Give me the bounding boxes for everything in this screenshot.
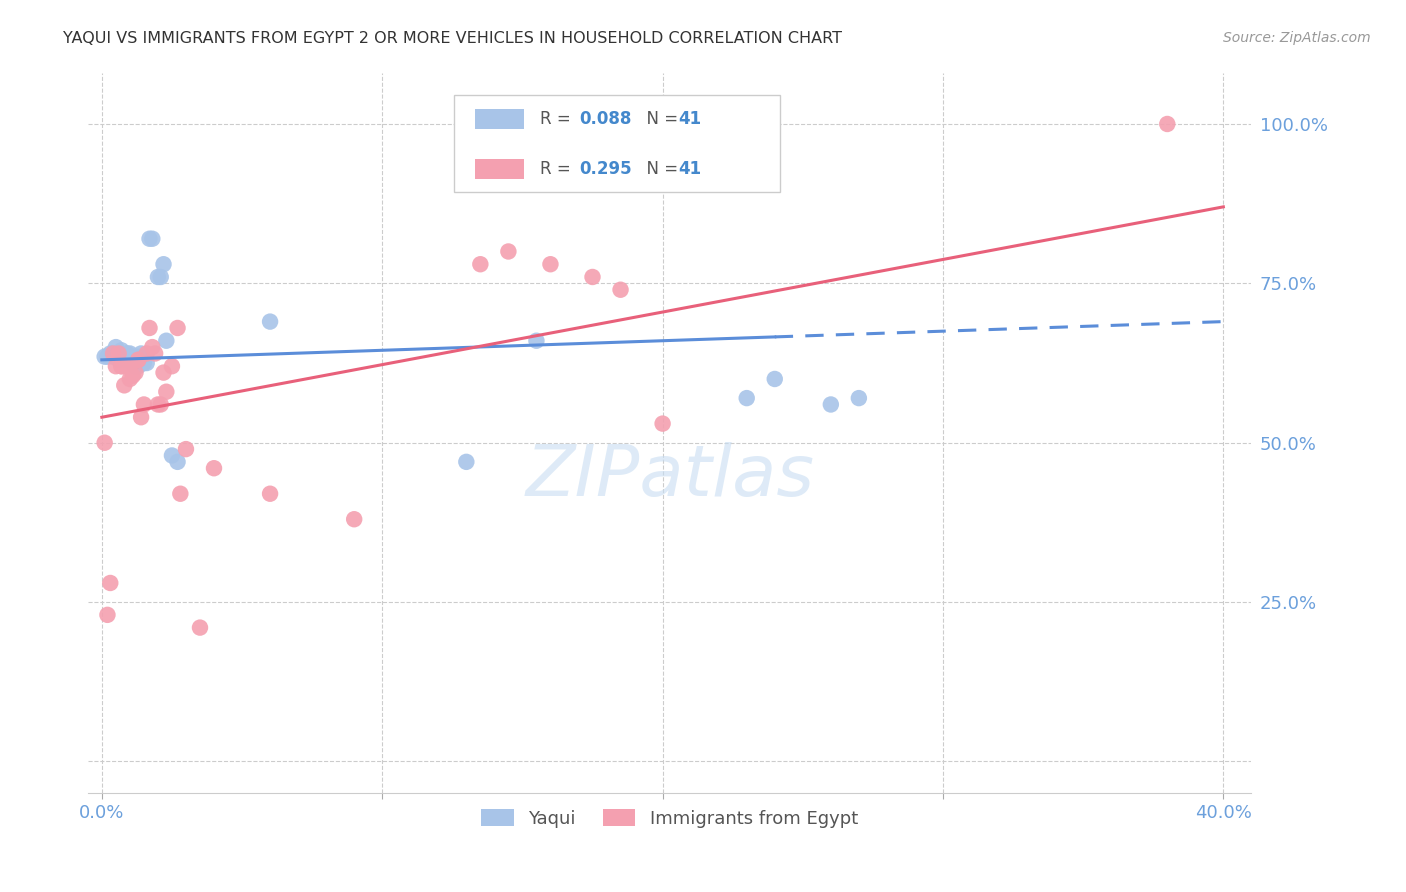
Point	[115, 346, 138, 360]
Point	[152, 366, 174, 380]
Point	[96, 607, 118, 622]
Point	[138, 232, 160, 246]
Point	[101, 346, 124, 360]
Point	[101, 350, 124, 364]
Text: Source: ZipAtlas.com: Source: ZipAtlas.com	[1223, 31, 1371, 45]
Point	[143, 346, 166, 360]
Point	[160, 449, 183, 463]
Point	[149, 397, 172, 411]
Point	[107, 346, 129, 360]
FancyBboxPatch shape	[454, 95, 780, 192]
Point	[149, 270, 172, 285]
Point	[107, 352, 129, 367]
Point	[127, 350, 149, 364]
Point	[820, 397, 842, 411]
Point	[202, 461, 225, 475]
Point	[124, 366, 146, 380]
Point	[121, 350, 143, 364]
Point	[118, 350, 141, 364]
Text: N =: N =	[636, 160, 683, 178]
Point	[155, 384, 177, 399]
Point	[132, 397, 155, 411]
Point	[166, 455, 188, 469]
Point	[112, 350, 135, 364]
Point	[93, 435, 115, 450]
Bar	[475, 159, 524, 179]
Text: 41: 41	[678, 110, 700, 128]
Point	[188, 621, 211, 635]
Point	[135, 356, 157, 370]
Point	[101, 346, 124, 360]
Point	[259, 487, 281, 501]
Point	[124, 352, 146, 367]
Point	[135, 346, 157, 360]
Point	[174, 442, 197, 456]
Point	[127, 352, 149, 367]
Point	[121, 356, 143, 370]
Text: R =: R =	[540, 110, 576, 128]
Point	[138, 321, 160, 335]
Point	[169, 487, 191, 501]
Point	[763, 372, 786, 386]
Point	[470, 257, 492, 271]
Point	[107, 346, 129, 360]
Point	[121, 368, 143, 383]
Point	[118, 372, 141, 386]
Point	[104, 359, 127, 374]
Point	[98, 346, 121, 360]
Point	[498, 244, 520, 259]
Point	[146, 397, 169, 411]
Point	[112, 350, 135, 364]
Point	[540, 257, 562, 271]
Point	[110, 359, 132, 374]
Point	[735, 391, 758, 405]
Point	[343, 512, 366, 526]
Point	[115, 352, 138, 367]
Text: 0.088: 0.088	[579, 110, 631, 128]
Point	[93, 350, 115, 364]
Point	[146, 270, 169, 285]
Text: R =: R =	[540, 160, 576, 178]
Point	[609, 283, 631, 297]
Point	[160, 359, 183, 374]
Point	[118, 359, 141, 374]
Point	[96, 350, 118, 364]
Bar	[475, 109, 524, 129]
Point	[110, 350, 132, 364]
Point	[141, 232, 163, 246]
Point	[1156, 117, 1178, 131]
Point	[98, 576, 121, 591]
Point	[110, 359, 132, 374]
Point	[127, 352, 149, 367]
Text: N =: N =	[636, 110, 683, 128]
Point	[127, 359, 149, 374]
Point	[141, 340, 163, 354]
Text: ZIPatlas: ZIPatlas	[524, 442, 814, 511]
Point	[526, 334, 548, 348]
Point	[104, 340, 127, 354]
Point	[651, 417, 673, 431]
Text: YAQUI VS IMMIGRANTS FROM EGYPT 2 OR MORE VEHICLES IN HOUSEHOLD CORRELATION CHART: YAQUI VS IMMIGRANTS FROM EGYPT 2 OR MORE…	[63, 31, 842, 46]
Point	[848, 391, 870, 405]
Text: 0.295: 0.295	[579, 160, 631, 178]
Point	[104, 346, 127, 360]
Point	[456, 455, 478, 469]
Point	[129, 410, 152, 425]
Point	[152, 257, 174, 271]
Point	[581, 270, 603, 285]
Point	[124, 359, 146, 374]
Point	[259, 315, 281, 329]
Legend: Yaqui, Immigrants from Egypt: Yaqui, Immigrants from Egypt	[474, 802, 865, 835]
Point	[129, 346, 152, 360]
Point	[112, 378, 135, 392]
Point	[110, 343, 132, 358]
Point	[132, 356, 155, 370]
Point	[115, 359, 138, 374]
Point	[118, 346, 141, 360]
Text: 41: 41	[678, 160, 700, 178]
Point	[166, 321, 188, 335]
Point	[155, 334, 177, 348]
